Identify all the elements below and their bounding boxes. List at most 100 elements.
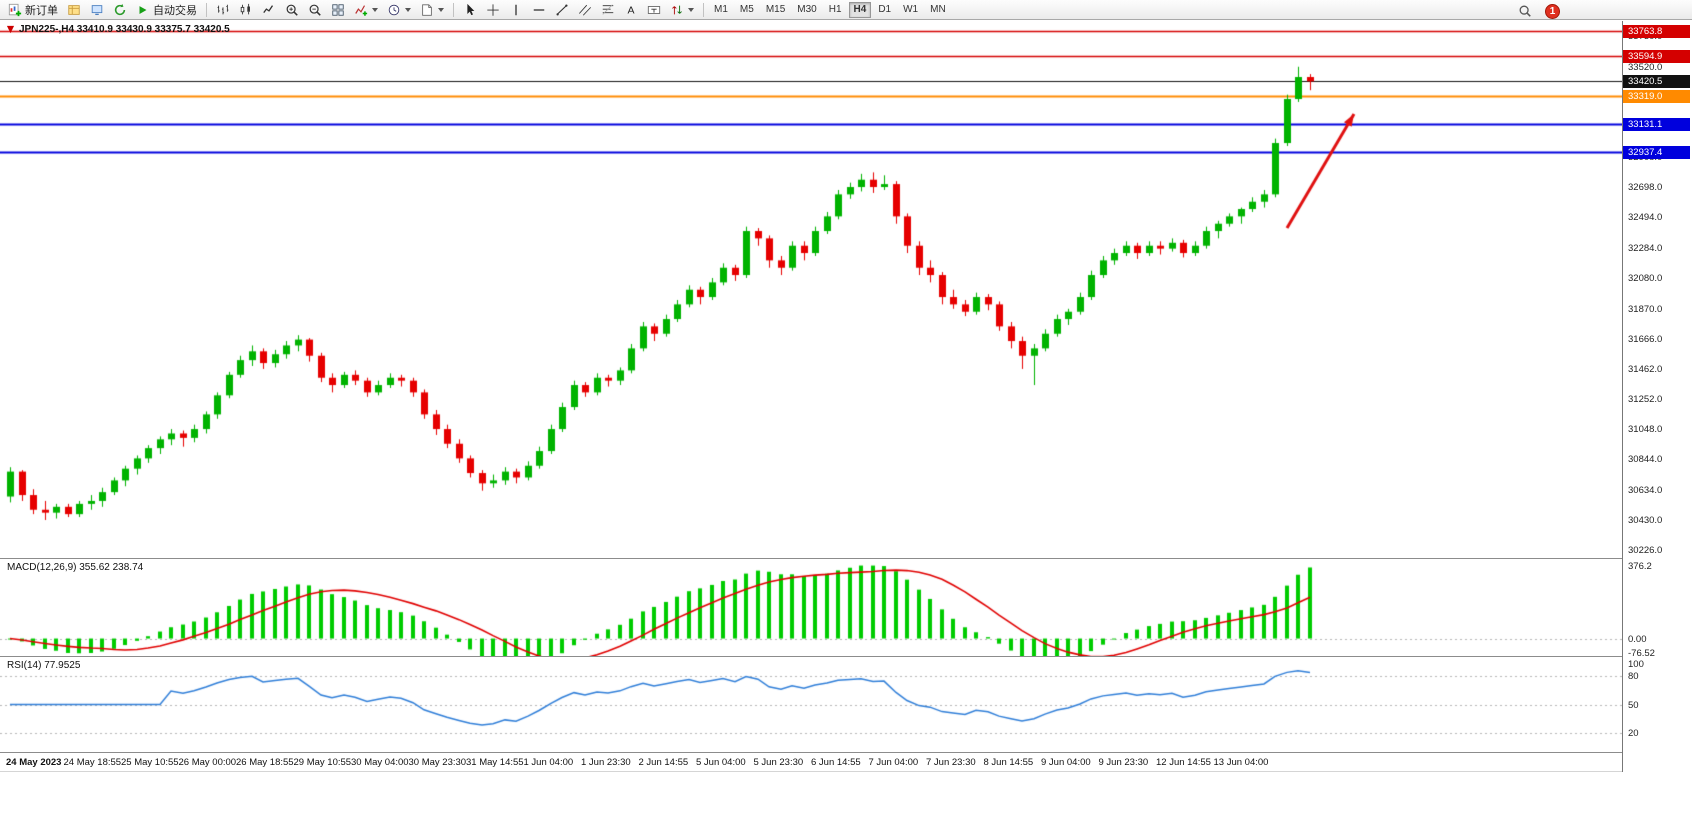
price-axis-tick: 30634.0 (1628, 485, 1663, 497)
price-badge: 33420.5 (1623, 75, 1690, 89)
time-axis-label: 29 May 10:55 (293, 757, 352, 768)
horizontal-line-icon (533, 8, 545, 11)
time-axis-label: 7 Jun 23:30 (926, 757, 976, 768)
zoom-out-button[interactable] (304, 1, 326, 19)
channel-button[interactable] (574, 1, 596, 19)
chevron-down-icon (438, 7, 444, 12)
line-chart-button[interactable] (258, 1, 280, 19)
toolbar-separator (703, 2, 704, 17)
timeframe-button-m15[interactable]: M15 (761, 2, 790, 18)
time-axis-label: 25 May 10:55 (121, 757, 179, 768)
time-axis-label: 30 May 04:00 (351, 757, 409, 768)
line-chart-icon (263, 4, 274, 13)
data-window-icon (68, 4, 80, 15)
vertical-line-button[interactable] (505, 1, 527, 19)
text-label-button[interactable] (643, 1, 665, 19)
price-axis-tick: 31048.0 (1628, 424, 1663, 436)
rsi-indicator-canvas[interactable] (0, 657, 1622, 752)
strategy-tester-button[interactable] (86, 1, 108, 19)
timeframe-button-m5[interactable]: M5 (735, 2, 759, 18)
panel-separator[interactable] (0, 752, 1692, 753)
rsi-axis-tick: 50 (1628, 699, 1639, 711)
horizontal-line-button[interactable] (528, 1, 550, 19)
fibonacci-icon (602, 3, 614, 15)
time-axis-label: 8 Jun 14:55 (983, 757, 1034, 768)
autotrading-button[interactable]: 自动交易 (132, 1, 201, 19)
toolbar-right-group: 1 (1514, 2, 1560, 20)
timeframe-bar: M1 M5 M15 M30 H1 H4 D1 W1 MN (709, 1, 951, 18)
crosshair-button[interactable] (482, 1, 504, 19)
time-axis-label: 6 Jun 14:55 (811, 757, 861, 768)
refresh-button[interactable] (109, 1, 131, 19)
price-axis-tick: 31666.0 (1628, 333, 1663, 345)
panel-separator[interactable] (0, 656, 1692, 657)
timeframe-button-mn[interactable]: MN (925, 2, 951, 18)
price-scale[interactable]: 33730.033520.033316.033112.032908.032698… (1622, 21, 1692, 772)
candlestick-chart-icon (240, 3, 250, 14)
candlestick-chart-button[interactable] (235, 1, 257, 19)
tile-windows-icon (332, 3, 344, 16)
crosshair-icon (487, 3, 499, 16)
price-axis-tick: 33520.0 (1628, 61, 1663, 73)
bar-chart-button[interactable] (212, 1, 234, 19)
price-badge: 32937.4 (1623, 146, 1690, 160)
indicators-button[interactable] (350, 1, 382, 19)
price-axis-tick: 31870.0 (1628, 303, 1663, 315)
price-axis-tick: 31462.0 (1628, 363, 1663, 375)
price-axis-tick: 32698.0 (1628, 182, 1663, 194)
toolbar-separator (206, 2, 207, 17)
cursor-button[interactable] (459, 1, 481, 19)
search-icon (1519, 5, 1531, 17)
zoom-in-icon (286, 4, 298, 16)
new-order-label: 新订单 (25, 4, 58, 17)
template-icon (422, 3, 432, 16)
bar-chart-icon (217, 4, 229, 14)
arrows-icon (672, 5, 682, 14)
new-order-button[interactable]: 新订单 (4, 1, 62, 19)
time-axis-label: 5 Jun 04:00 (696, 757, 746, 768)
time-axis-label: 13 Jun 04:00 (1213, 757, 1269, 768)
price-badge: 33594.9 (1623, 49, 1690, 63)
timeframe-button-w1[interactable]: W1 (898, 2, 923, 18)
fibonacci-button[interactable] (597, 1, 619, 19)
price-axis-tick: 32284.0 (1628, 243, 1663, 255)
panel-separator[interactable] (0, 558, 1692, 559)
time-axis-label: 1 Jun 23:30 (581, 757, 631, 768)
chart-symbol-header: JPN225-,H4 33410.9 33430.9 33375.7 33420… (6, 24, 230, 35)
price-axis-tick: 32080.0 (1628, 272, 1663, 284)
price-badge: 33763.8 (1623, 25, 1690, 38)
timeframe-button-d1[interactable]: D1 (873, 2, 896, 18)
timeframe-button-h4[interactable]: H4 (848, 1, 872, 18)
time-axis-label: 26 May 18:55 (236, 757, 294, 768)
time-axis-label: 1 Jun 04:00 (523, 757, 574, 768)
timeframe-button-m30[interactable]: M30 (792, 2, 821, 18)
clock-icon (388, 4, 400, 15)
time-axis-label: 7 Jun 04:00 (868, 757, 919, 768)
cursor-icon (467, 3, 475, 15)
zoom-in-button[interactable] (281, 1, 303, 19)
price-axis-tick: 32494.0 (1628, 212, 1663, 224)
notification-badge[interactable]: 1 (1545, 3, 1560, 19)
templates-button[interactable] (416, 1, 448, 19)
toolbar-separator (453, 2, 454, 17)
data-window-button[interactable] (63, 1, 85, 19)
timeframe-button-m1[interactable]: M1 (709, 2, 733, 18)
trendline-button[interactable] (551, 1, 573, 19)
macd-indicator-canvas[interactable] (0, 559, 1622, 656)
tile-windows-button[interactable] (327, 1, 349, 19)
periods-button[interactable] (383, 1, 415, 19)
text-button[interactable]: A (620, 1, 642, 19)
arrows-button[interactable] (666, 1, 698, 19)
trendline-icon (556, 3, 568, 16)
price-chart-canvas[interactable] (0, 21, 1622, 558)
search-button[interactable] (1514, 2, 1536, 20)
text-icon: A (628, 4, 635, 16)
chevron-down-icon (688, 7, 694, 12)
price-axis-tick: 30430.0 (1628, 515, 1663, 526)
zoom-out-icon (309, 4, 321, 16)
time-scale[interactable]: 24 May 2023 24 May 18:55 25 May 10:55 26 Ma… (0, 753, 1622, 771)
time-axis-label: 2 Jun 14:55 (638, 757, 689, 768)
timeframe-button-h1[interactable]: H1 (824, 2, 847, 18)
rsi-axis-tick: 80 (1628, 671, 1639, 682)
macd-axis-tick: 376.2 (1628, 560, 1652, 572)
